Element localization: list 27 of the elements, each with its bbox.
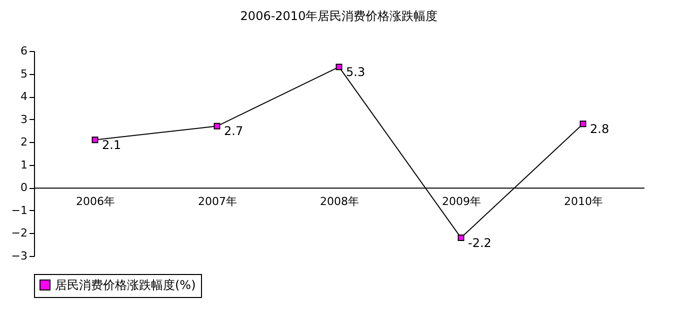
y-tick-label: 6: [20, 44, 28, 58]
x-tick-label: 2008年: [320, 195, 359, 208]
y-tick-label: 4: [20, 90, 28, 104]
data-label: 2.1: [102, 138, 122, 152]
data-label: 2.7: [224, 124, 244, 138]
legend-label: 居民消费价格涨跌幅度(%): [55, 278, 196, 292]
y-tick-label: −1: [11, 204, 28, 217]
y-tick-label: 2: [20, 136, 28, 149]
y-tick-label: 3: [20, 112, 28, 126]
x-tick-label: 2009年: [442, 195, 481, 208]
y-tick-label: −2: [11, 226, 28, 240]
y-tick-label: 1: [20, 158, 28, 172]
x-tick-label: 2006年: [76, 195, 115, 208]
y-tick-label: −3: [11, 250, 28, 262]
y-tick-label: 0: [20, 181, 28, 194]
x-tick-label: 2010年: [564, 195, 603, 208]
point: [336, 64, 342, 70]
x-tick-label: 2007年: [198, 195, 237, 208]
data-label: -2.2: [468, 236, 492, 250]
chart-title: 2006-2010年居民消费价格涨跌幅度: [240, 9, 438, 23]
data-label: 2.8: [590, 122, 610, 136]
point: [214, 122, 220, 130]
point: [580, 120, 586, 128]
data-label: 5.3: [346, 64, 366, 79]
y-tick-label: 5: [20, 67, 28, 80]
point: [92, 136, 98, 144]
point: [458, 234, 464, 242]
